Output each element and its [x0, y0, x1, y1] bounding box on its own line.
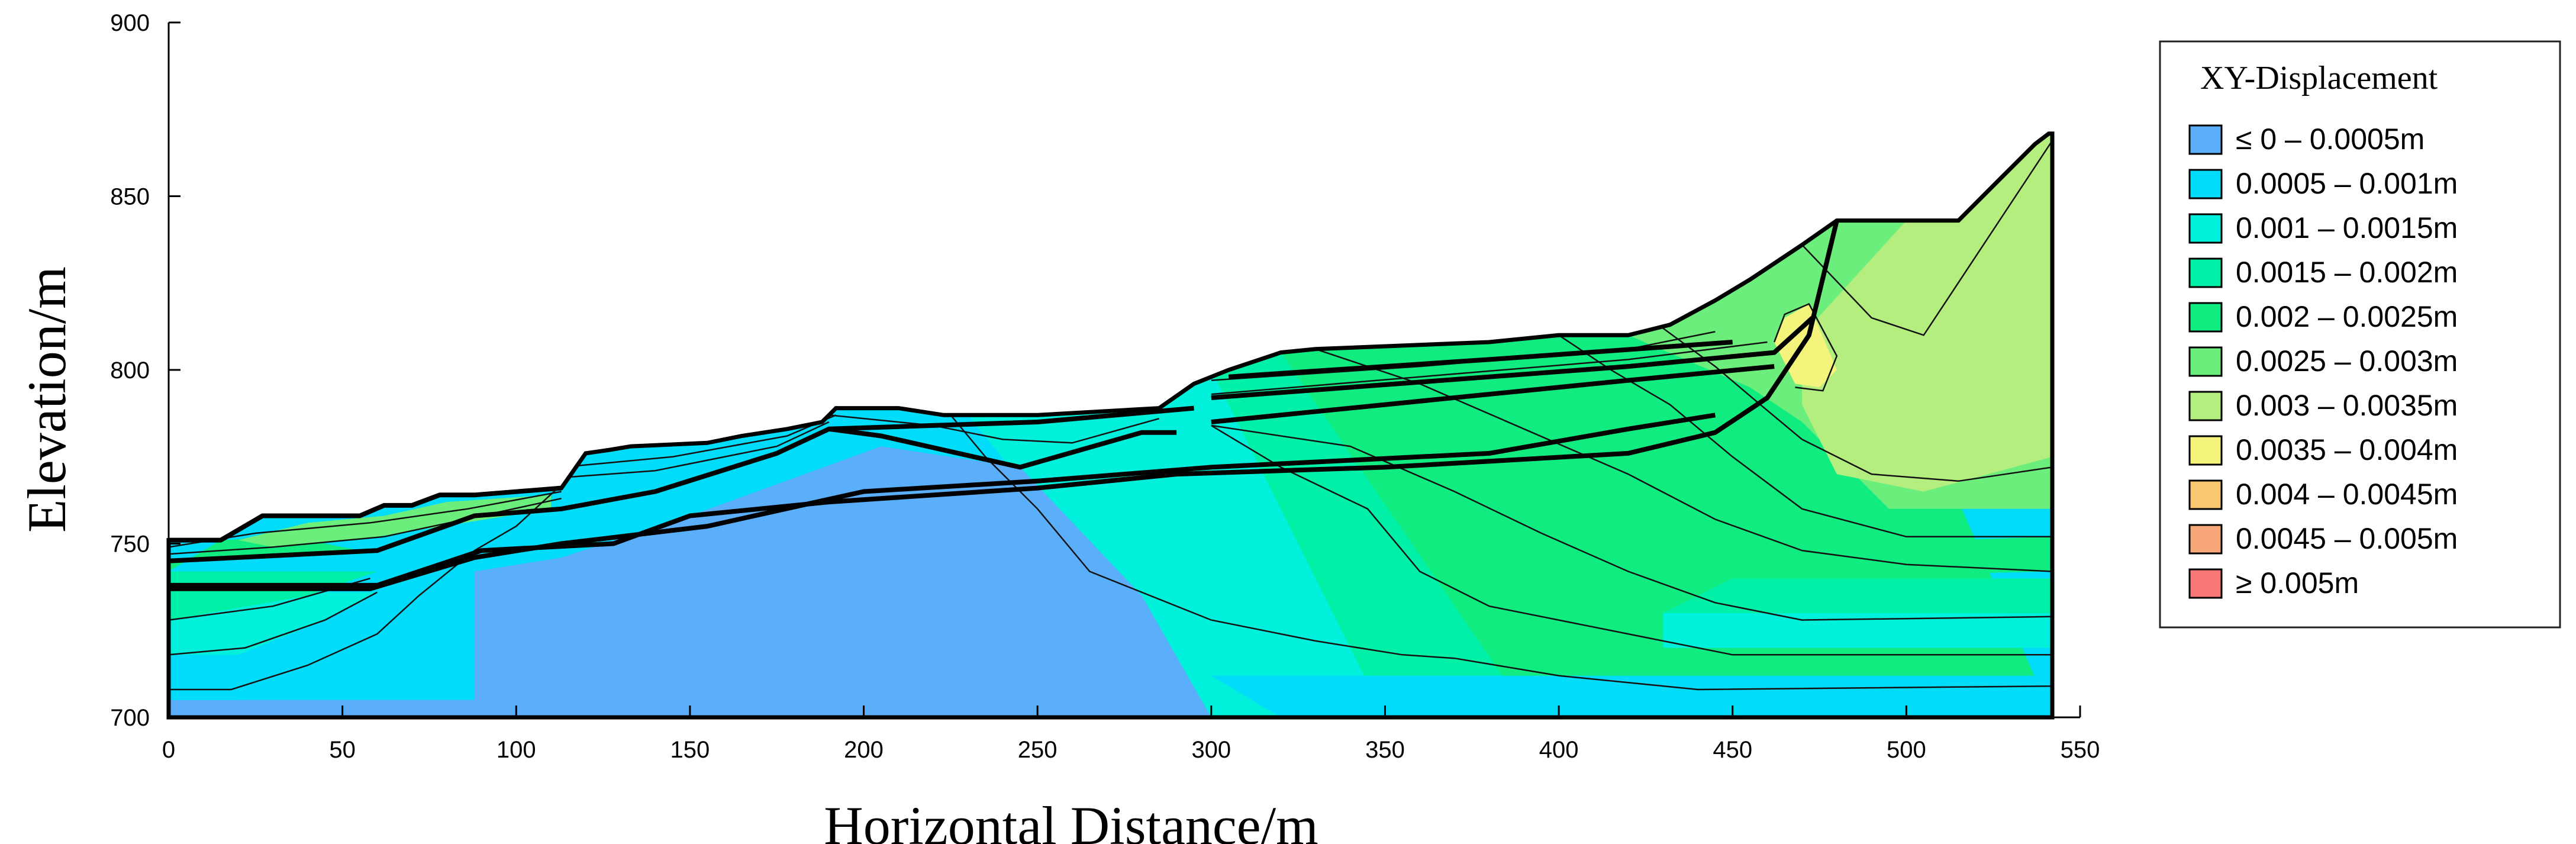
contour-line-1: [169, 591, 378, 656]
legend-swatch: [2188, 435, 2223, 466]
contour-line-15: [561, 421, 830, 479]
contour-line-11: [1801, 140, 2052, 336]
legend-label: 0.0045 – 0.005m: [2236, 522, 2458, 555]
legend-label: 0.0015 – 0.002m: [2236, 256, 2458, 289]
legend-swatch: [2188, 302, 2223, 333]
x-tick-label: 350: [1365, 737, 1405, 763]
y-tick-label: 800: [110, 357, 150, 384]
zone-8: [1663, 578, 2052, 613]
zone-9: [1663, 613, 2052, 648]
legend-swatch: [2188, 391, 2223, 421]
y-tick-label: 700: [110, 705, 150, 731]
contour-line-13: [169, 497, 562, 555]
layer-boundary-1: [169, 220, 1839, 588]
contour-line-18: [1211, 341, 1768, 395]
x-tick-label: 50: [329, 737, 356, 763]
y-tick-label: 850: [110, 184, 150, 210]
contour-line-12: [828, 414, 1160, 444]
x-axis-title: Horizontal Distance/m: [824, 795, 1318, 844]
x-tick-label: 550: [2061, 737, 2100, 763]
contour-line-9: [1662, 327, 2052, 482]
x-tick-label: 450: [1713, 737, 1752, 763]
legend-box: [2159, 40, 2561, 629]
contour-line-10: [1774, 302, 1838, 392]
legend-swatch: [2188, 524, 2223, 555]
legend-label: 0.004 – 0.0045m: [2236, 478, 2458, 511]
x-tick-label: 500: [1887, 737, 1926, 763]
x-tick-label: 150: [670, 737, 710, 763]
zone-10: [1211, 675, 2052, 717]
layer-boundary-4: [1211, 364, 1775, 424]
zone-11: [474, 446, 1211, 717]
legend: XY-Displacement ≤ 0 – 0.0005m 0.0005 – 0.…: [2159, 40, 2561, 629]
legend-label: 0.0025 – 0.003m: [2236, 344, 2458, 378]
layer-boundary-5: [1228, 340, 1733, 379]
contour-line-7: [1315, 348, 2052, 572]
x-tick-label: 200: [844, 737, 884, 763]
legend-label: ≤ 0 – 0.0005m: [2236, 123, 2425, 156]
zone-5: [1802, 133, 2052, 492]
contour-line-5: [1211, 424, 2052, 656]
legend-label: ≥ 0.005m: [2236, 566, 2359, 600]
x-tick-label: 100: [496, 737, 536, 763]
plot-area: [166, 131, 2055, 720]
legend-swatch: [2188, 568, 2223, 599]
x-tick-label: 400: [1539, 737, 1579, 763]
legend-swatch: [2188, 346, 2223, 377]
legend-swatch: [2188, 257, 2223, 288]
legend-label: 0.0035 – 0.004m: [2236, 433, 2458, 466]
contour-line-6: [1211, 424, 2052, 621]
contour-line-3: [474, 487, 559, 552]
zone-12: [169, 700, 475, 717]
legend-entries: ≤ 0 – 0.0005m 0.0005 – 0.001m 0.001 – 0.00…: [2188, 123, 2458, 600]
layer-boundary-3: [1211, 316, 1814, 400]
x-tick-label: 300: [1191, 737, 1231, 763]
y-axis-title: Elevation/m: [17, 266, 77, 533]
legend-label: 0.002 – 0.0025m: [2236, 300, 2458, 333]
layer-boundary-0: [168, 426, 1177, 563]
legend-label: 0.003 – 0.0035m: [2236, 389, 2458, 422]
layer-boundary-6: [828, 405, 1194, 431]
contour-line-0: [169, 550, 475, 691]
legend-title: XY-Displacement: [2200, 60, 2438, 96]
slope-outline: [166, 131, 2055, 720]
x-tick-label: 250: [1018, 737, 1058, 763]
contour-fills: [169, 133, 2052, 718]
legend-swatch: [2188, 124, 2223, 155]
legend-label: 0.0005 – 0.001m: [2236, 167, 2458, 200]
contour-lines: [169, 140, 2052, 691]
axes: 0 50 100 150 200 250 300 350 400 450 500 550 700 750 8…: [110, 10, 2100, 763]
legend-label: 0.001 – 0.0015m: [2236, 211, 2458, 244]
layer-boundary-2: [169, 413, 1716, 591]
legend-swatch: [2188, 479, 2223, 510]
legend-swatch: [2188, 169, 2223, 199]
x-tick-label: 0: [162, 737, 175, 763]
y-tick-label: 900: [110, 10, 150, 36]
legend-swatch: [2188, 213, 2223, 244]
y-tick-label: 750: [110, 531, 150, 558]
